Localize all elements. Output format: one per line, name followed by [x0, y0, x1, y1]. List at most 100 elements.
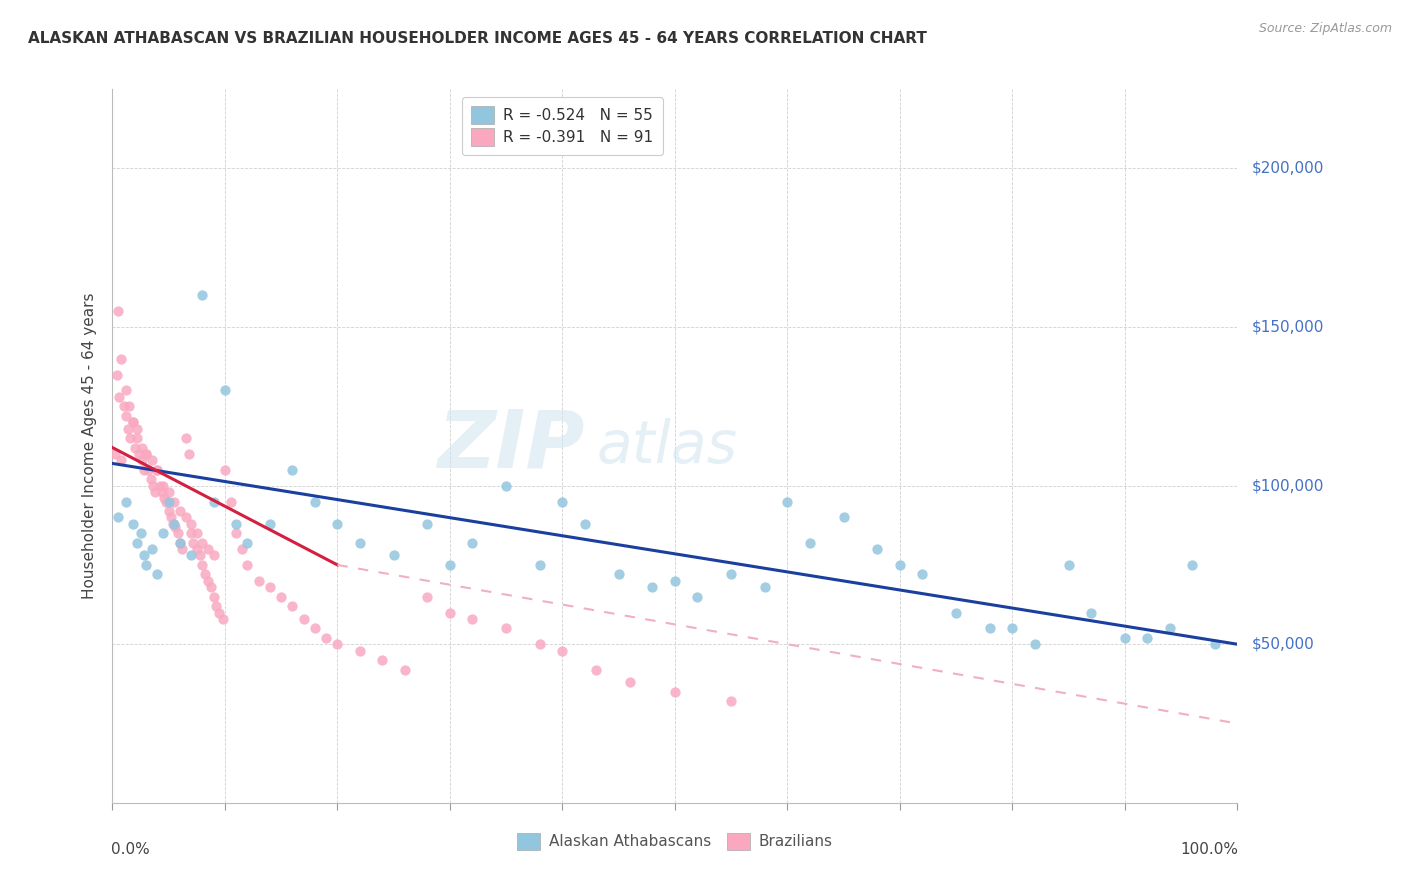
Point: [585, 663, 607, 677]
Point: [1080, 606, 1102, 620]
Point: [394, 663, 416, 677]
Point: [131, 453, 153, 467]
Text: $200,000: $200,000: [1251, 161, 1323, 176]
Point: [776, 494, 799, 508]
Point: [191, 288, 214, 302]
Point: [866, 542, 889, 557]
Point: [115, 409, 138, 423]
Point: [529, 558, 551, 572]
Point: [259, 516, 281, 531]
Point: [202, 549, 225, 563]
Point: [127, 431, 149, 445]
Point: [135, 447, 157, 461]
Point: [211, 612, 233, 626]
Point: [315, 631, 337, 645]
Point: [371, 653, 394, 667]
Point: [197, 574, 219, 588]
Point: [461, 612, 484, 626]
Point: [529, 637, 551, 651]
Point: [208, 606, 231, 620]
Point: [143, 485, 166, 500]
Text: ALASKAN ATHABASCAN VS BRAZILIAN HOUSEHOLDER INCOME AGES 45 - 64 YEARS CORRELATIO: ALASKAN ATHABASCAN VS BRAZILIAN HOUSEHOL…: [28, 31, 927, 46]
Point: [141, 453, 163, 467]
Point: [1181, 558, 1204, 572]
Point: [152, 478, 174, 492]
Point: [107, 304, 129, 318]
Point: [135, 447, 157, 461]
Point: [180, 549, 202, 563]
Text: $100,000: $100,000: [1251, 478, 1323, 493]
Point: [117, 421, 139, 435]
Point: [495, 478, 517, 492]
Point: [132, 463, 155, 477]
Point: [945, 606, 967, 620]
Point: [132, 549, 155, 563]
Legend: Alaskan Athabascans, Brazilians: Alaskan Athabascans, Brazilians: [508, 823, 842, 859]
Point: [153, 491, 176, 506]
Point: [108, 390, 131, 404]
Point: [149, 478, 172, 492]
Point: [146, 463, 169, 477]
Point: [141, 542, 163, 557]
Point: [169, 504, 191, 518]
Point: [155, 494, 177, 508]
Point: [146, 567, 169, 582]
Point: [128, 447, 150, 461]
Point: [236, 558, 259, 572]
Point: [183, 535, 205, 549]
Point: [172, 542, 194, 557]
Point: [162, 516, 184, 531]
Point: [832, 510, 855, 524]
Point: [131, 441, 153, 455]
Point: [1057, 558, 1080, 572]
Point: [110, 453, 132, 467]
Point: [146, 463, 169, 477]
Text: ZIP: ZIP: [437, 407, 585, 485]
Point: [174, 431, 197, 445]
Point: [349, 643, 371, 657]
Point: [439, 606, 461, 620]
Text: $50,000: $50,000: [1251, 637, 1315, 652]
Point: [118, 400, 141, 414]
Point: [191, 535, 214, 549]
Point: [889, 558, 911, 572]
Point: [214, 463, 236, 477]
Point: [720, 694, 742, 708]
Point: [115, 384, 138, 398]
Point: [142, 478, 165, 492]
Point: [225, 526, 247, 541]
Point: [281, 463, 304, 477]
Point: [720, 567, 742, 582]
Point: [152, 526, 174, 541]
Point: [439, 558, 461, 572]
Point: [104, 447, 127, 461]
Point: [112, 400, 135, 414]
Point: [641, 580, 664, 594]
Point: [607, 567, 630, 582]
Point: [1001, 621, 1024, 635]
Point: [304, 621, 326, 635]
Point: [326, 637, 349, 651]
Point: [292, 612, 315, 626]
Point: [551, 643, 574, 657]
Point: [163, 516, 186, 531]
Point: [270, 590, 292, 604]
Point: [1136, 631, 1159, 645]
Point: [911, 567, 934, 582]
Point: [1114, 631, 1136, 645]
Point: [121, 516, 143, 531]
Point: [349, 535, 371, 549]
Point: [138, 463, 160, 477]
Point: [150, 485, 173, 500]
Point: [382, 549, 405, 563]
Point: [495, 621, 517, 635]
Point: [214, 384, 236, 398]
Point: [166, 526, 188, 541]
Point: [1159, 621, 1181, 635]
Point: [754, 580, 776, 594]
Point: [191, 558, 214, 572]
Point: [124, 441, 146, 455]
Point: [202, 494, 225, 508]
Point: [619, 675, 641, 690]
Y-axis label: Householder Income Ages 45 - 64 years: Householder Income Ages 45 - 64 years: [82, 293, 97, 599]
